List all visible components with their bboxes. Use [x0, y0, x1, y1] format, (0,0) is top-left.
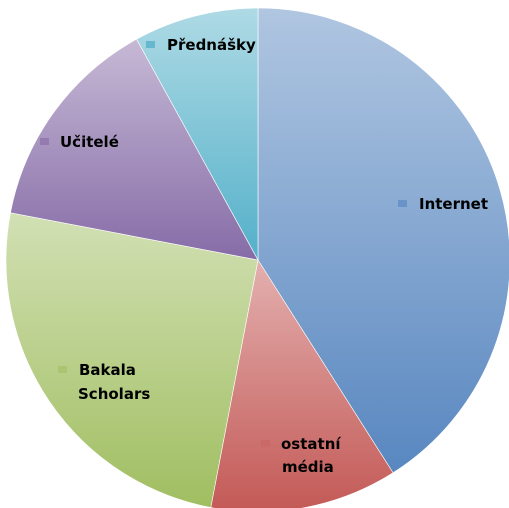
- label-internet: Internet: [419, 195, 488, 213]
- label-prednasky: Přednášky: [167, 36, 256, 54]
- pie-labels: Internet ostatní média Bakala Scholars Učitel…: [40, 36, 488, 476]
- slice-bakala-scholars: [5, 212, 259, 508]
- slice-ucitele: [10, 38, 259, 261]
- label-ostatni-media-line-2: média: [282, 458, 334, 476]
- slice-internet: [257, 7, 509, 474]
- label-ucitele: Učitelé: [60, 133, 119, 151]
- legend-marker-prednasky: [146, 41, 155, 48]
- slice-ostatni-media: [210, 259, 394, 508]
- legend-marker-ucitele: [40, 138, 49, 145]
- pie-slices: [5, 7, 509, 508]
- legend-marker-ostatni-media: [261, 440, 270, 447]
- label-ostatni-media-line-1: ostatní: [281, 435, 341, 453]
- legend-marker-internet: [398, 200, 407, 207]
- label-bakala-scholars-line-1: Bakala: [79, 361, 136, 379]
- label-bakala-scholars-line-2: Scholars: [78, 385, 150, 403]
- slice-prednasky: [136, 7, 259, 261]
- legend-marker-bakala-scholars: [58, 366, 67, 373]
